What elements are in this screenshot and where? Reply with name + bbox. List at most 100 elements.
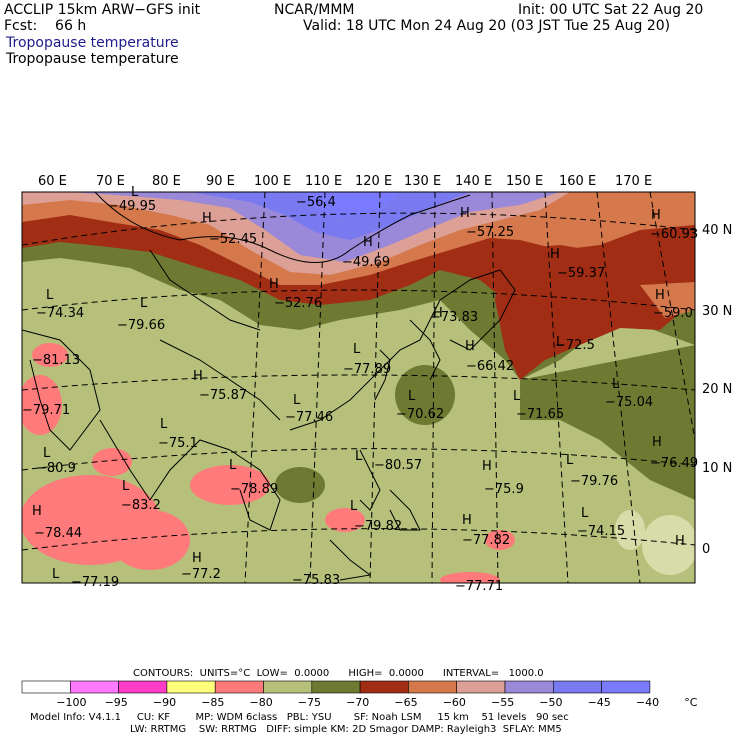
color-bar-tick-label: −95 — [104, 696, 128, 709]
color-bar-swatch — [408, 680, 457, 694]
color-bar-swatch — [263, 680, 313, 694]
extrema-values: −49.95 −56.4 −52.45 −57.25 −60.93 −49.69 −59.3… — [22, 195, 698, 594]
latitude-label: 20 N — [702, 382, 732, 397]
longitude-label: 170 E — [615, 174, 652, 189]
longitude-label: 70 E — [96, 174, 125, 189]
longitude-label: 130 E — [404, 174, 441, 189]
extremum-value: −73.83 — [430, 310, 478, 325]
extremum-value: −76.49 — [650, 456, 698, 471]
extremum-value: −77.82 — [462, 533, 510, 548]
field-title-secondary: Tropopause temperature — [6, 51, 179, 67]
low-marker: L — [612, 377, 620, 392]
extremum-value: −52.45 — [209, 232, 257, 247]
latitude-label: 10 N — [702, 461, 732, 476]
color-bar-tick-label: −90 — [152, 696, 177, 709]
color-bar-swatch — [311, 680, 361, 694]
map-frame — [21, 191, 696, 584]
forecast-hour: Fcst: 66 h — [4, 18, 87, 34]
extremum-value: −77.71 — [455, 579, 503, 594]
color-bar-swatch — [21, 680, 71, 694]
extremum-value: −79.66 — [117, 318, 165, 333]
color-bar-tick-label: −100 — [56, 696, 87, 709]
high-marker: H — [550, 247, 560, 262]
extremum-value: −75.87 — [199, 388, 247, 403]
color-bar-swatch — [504, 680, 554, 694]
low-marker: L — [353, 342, 361, 357]
extremum-value: −75.1 — [158, 436, 198, 451]
extremum-value: −80.9 — [36, 461, 76, 476]
coastlines — [22, 192, 516, 581]
model-title: ACCLIP 15km ARW−GFS init — [4, 2, 201, 18]
high-marker: H — [433, 306, 443, 321]
extremum-value: −56.4 — [296, 195, 336, 210]
high-marker: H — [462, 513, 472, 528]
longitude-label: 100 E — [254, 174, 291, 189]
valid-time: Valid: 18 UTC Mon 24 Aug 20 (03 JST Tue … — [303, 18, 671, 34]
low-marker: L — [293, 393, 301, 408]
high-marker: H — [193, 369, 203, 384]
extremum-value: −72.5 — [555, 338, 595, 353]
low-marker: L — [140, 296, 148, 311]
longitude-label: 110 E — [305, 174, 342, 189]
high-marker: H — [460, 206, 470, 221]
graticule — [22, 192, 695, 583]
high-marker: H — [675, 534, 685, 549]
extremum-value: −74.15 — [577, 524, 625, 539]
extremum-value: −75.04 — [605, 395, 653, 410]
low-marker: L — [556, 335, 564, 350]
color-bar-swatch — [70, 680, 119, 694]
extremum-value: −79.71 — [22, 403, 70, 418]
extremum-value: −75.9 — [484, 482, 524, 497]
extremum-value: −66.42 — [466, 359, 514, 374]
extremum-value: −60.93 — [650, 227, 698, 242]
longitude-label: 150 E — [506, 174, 543, 189]
high-marker: H — [652, 435, 662, 450]
extremum-value: −80.57 — [374, 458, 422, 473]
high-low-markers: L H H H H H H H L L H L H L H L L L L L H L L L L H L L H L H H H L — [32, 185, 685, 582]
longitude-label: 80 E — [152, 174, 181, 189]
low-marker: L — [229, 458, 237, 473]
color-bar-tick-label: −65 — [394, 696, 418, 709]
high-marker: H — [655, 288, 665, 303]
extremum-value: −49.95 — [108, 199, 156, 214]
high-marker: H — [482, 459, 492, 474]
longitude-label: 90 E — [206, 174, 235, 189]
low-marker: L — [355, 449, 363, 464]
longitude-label: 60 E — [38, 174, 67, 189]
low-marker: L — [46, 288, 54, 303]
field-title-primary: Tropopause temperature — [6, 35, 179, 51]
color-bar-tick-label: −40 — [635, 696, 660, 709]
color-bar-tick-label: −70 — [346, 696, 370, 709]
color-bar-swatch — [456, 680, 506, 694]
temperature-field — [22, 192, 695, 583]
color-bar-tick-label: −50 — [539, 696, 563, 709]
color-bar — [21, 680, 651, 694]
color-bar-swatch — [359, 680, 409, 694]
extremum-value: −59.0 — [653, 306, 693, 321]
color-bar-swatch — [214, 680, 264, 694]
extremum-value: −71.65 — [516, 407, 564, 422]
color-bar-tick-label: −45 — [587, 696, 611, 709]
extremum-value: −79.76 — [570, 474, 618, 489]
extremum-value: −81.13 — [32, 353, 80, 368]
extremum-value: −78.89 — [230, 482, 278, 497]
high-marker: H — [192, 551, 202, 566]
extremum-value: −74.34 — [36, 306, 84, 321]
extremum-value: −83.2 — [121, 498, 161, 513]
extremum-value: −57.25 — [466, 225, 514, 240]
latitude-label: 30 N — [702, 304, 732, 319]
model-info-line-2: LW: RRTMG SW: RRTMG DIFF: simple KM: 2D … — [130, 724, 562, 735]
init-time: Init: 00 UTC Sat 22 Aug 20 — [518, 2, 704, 18]
color-bar-tick-label: −60 — [442, 696, 466, 709]
high-marker: H — [202, 211, 212, 226]
latitude-labels: 40 N 30 N 20 N 10 N 0 — [702, 223, 732, 557]
extremum-value: −77.19 — [71, 575, 119, 590]
low-marker: L — [566, 453, 574, 468]
extremum-value: −52.76 — [274, 296, 322, 311]
extremum-value: −77.46 — [285, 410, 333, 425]
extremum-value: −59.37 — [557, 266, 605, 281]
color-bar-tick-label: −85 — [201, 696, 225, 709]
color-bar-tick-label: −80 — [249, 696, 273, 709]
low-marker: L — [513, 389, 521, 404]
